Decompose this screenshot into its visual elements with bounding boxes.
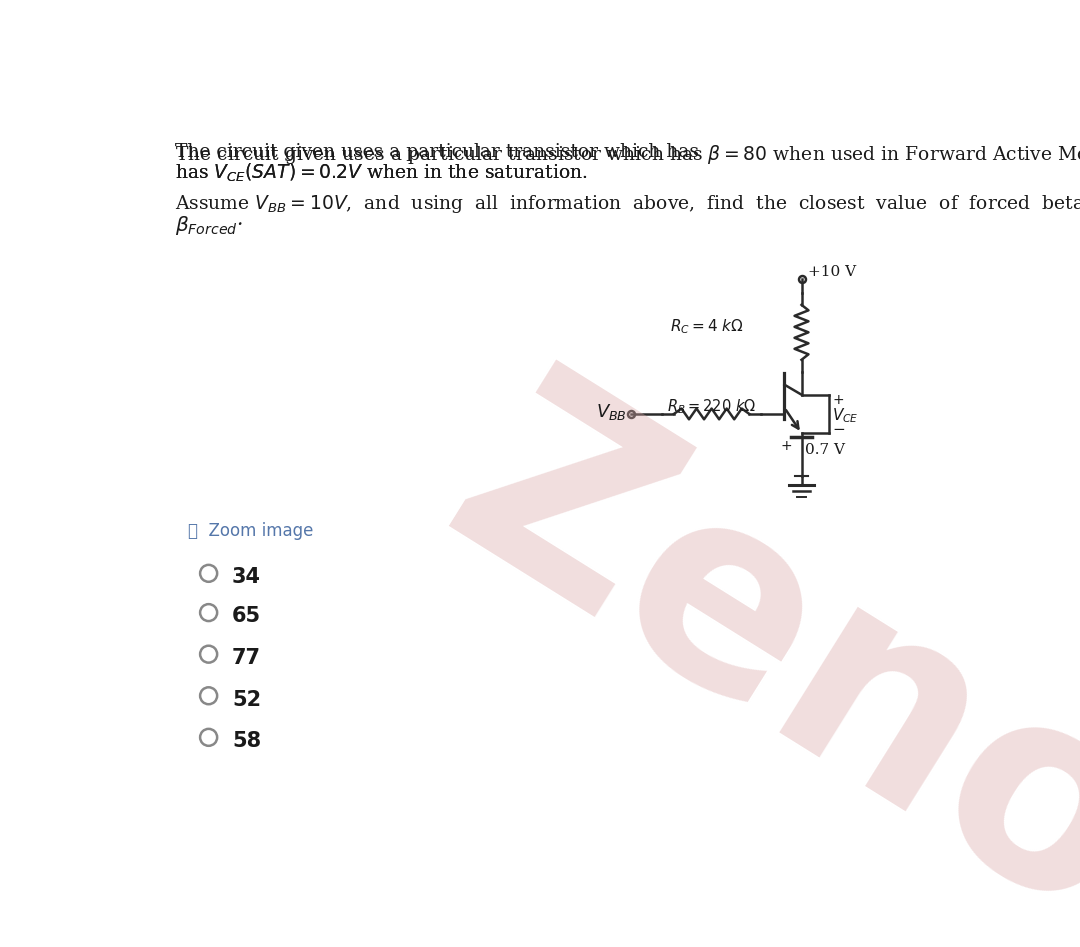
- Text: 34: 34: [232, 567, 261, 587]
- Text: has $V_{CE}(SAT) = 0.2V$ when in the saturation.: has $V_{CE}(SAT) = 0.2V$ when in the sat…: [175, 161, 588, 184]
- Text: $R_B = 220\ k\Omega$: $R_B = 220\ k\Omega$: [667, 397, 756, 416]
- Text: $\beta_{Forced}$·: $\beta_{Forced}$·: [175, 214, 243, 237]
- Text: 🔍  Zoom image: 🔍 Zoom image: [188, 522, 313, 540]
- Text: +: +: [780, 439, 792, 454]
- Text: $R_C = 4\ k\Omega$: $R_C = 4\ k\Omega$: [670, 317, 743, 335]
- Text: −: −: [833, 422, 846, 438]
- Text: +: +: [833, 393, 845, 407]
- Text: Zenon: Zenon: [406, 351, 1080, 947]
- Text: 65: 65: [232, 606, 261, 626]
- Text: +10 V: +10 V: [808, 265, 855, 279]
- Text: 58: 58: [232, 731, 261, 751]
- Text: $V_{CE}$: $V_{CE}$: [833, 406, 859, 425]
- Text: 0.7 V: 0.7 V: [806, 443, 846, 457]
- Text: 77: 77: [232, 648, 261, 668]
- Text: The circuit given uses a particular transistor which has $\beta = 80$ when used : The circuit given uses a particular tran…: [175, 143, 1080, 166]
- Text: Assume $V_{BB} = 10V$,  and  using  all  information  above,  find  the  closest: Assume $V_{BB} = 10V$, and using all inf…: [175, 193, 1080, 215]
- Text: The circuit given uses a particular transistor which has: The circuit given uses a particular tran…: [175, 143, 705, 161]
- Text: $V_{BB}$: $V_{BB}$: [596, 402, 627, 422]
- Text: 52: 52: [232, 689, 261, 709]
- Text: has $V_{CE}(SAT) = 0.2V$ when in the saturation.: has $V_{CE}(SAT) = 0.2V$ when in the sat…: [175, 162, 588, 185]
